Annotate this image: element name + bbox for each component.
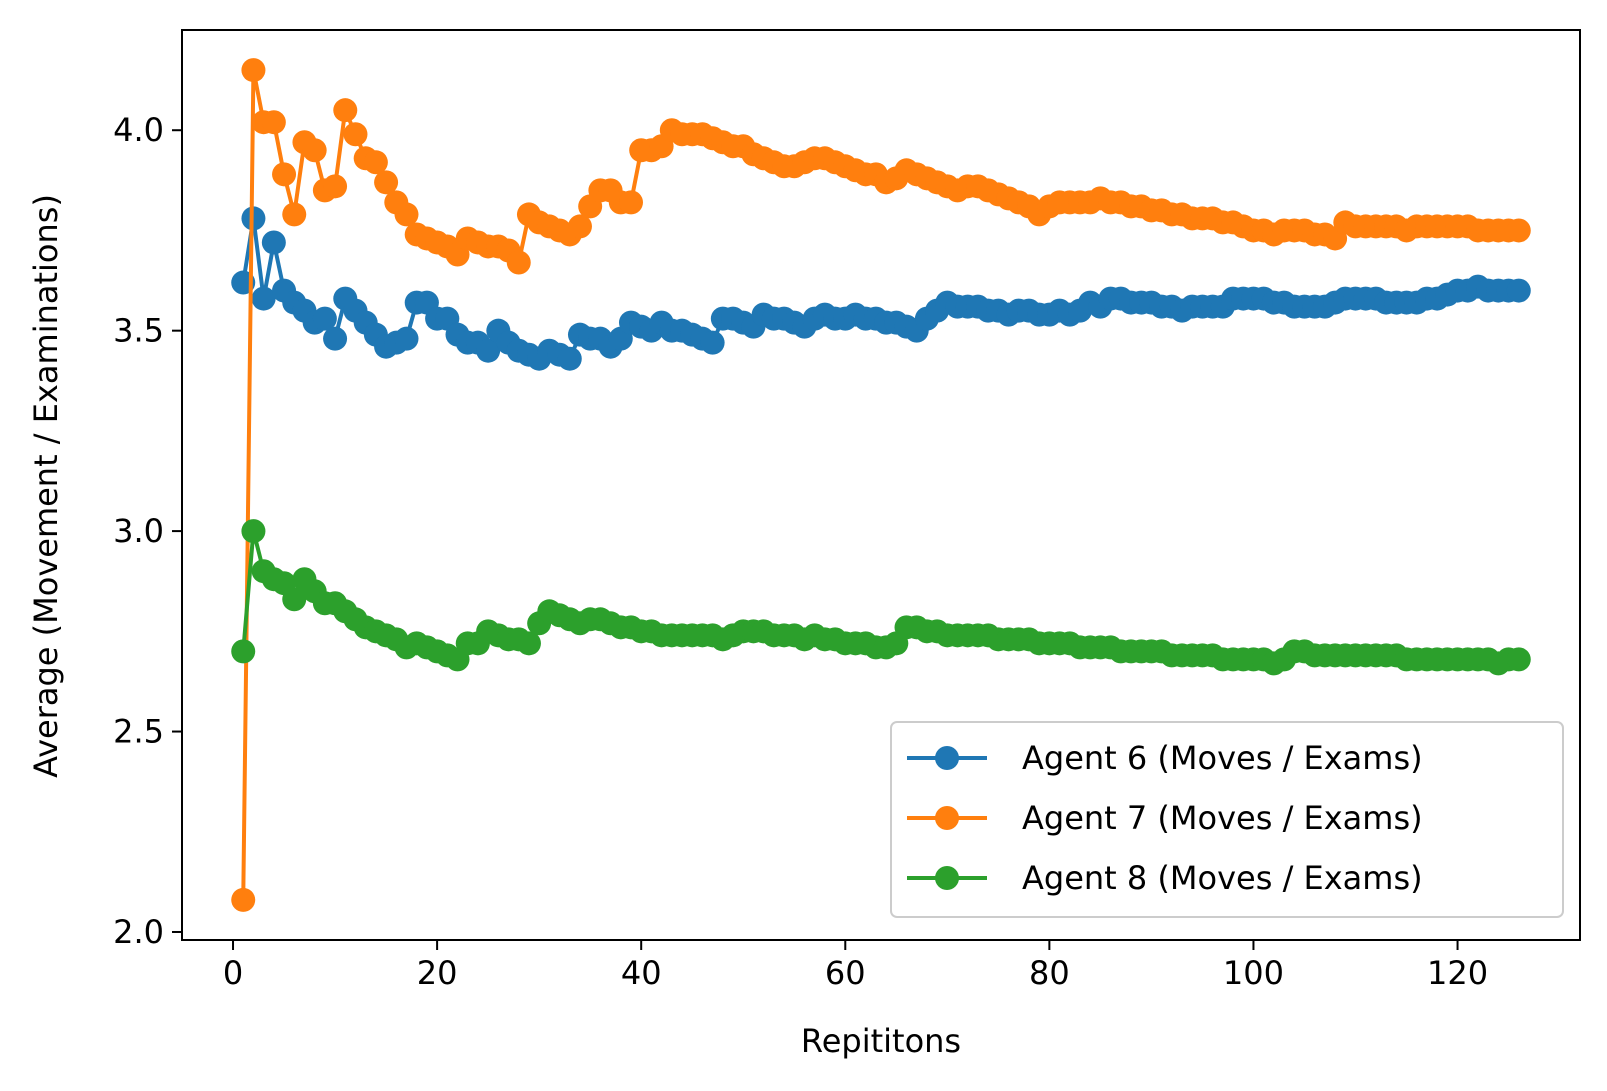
data-point <box>343 122 368 147</box>
data-point <box>567 214 592 239</box>
data-point <box>394 326 419 351</box>
legend-item: Agent 6 (Moves / Exams) <box>907 739 1423 777</box>
data-point <box>282 202 307 227</box>
y-tick-label: 3.5 <box>113 312 164 350</box>
data-point <box>374 170 399 195</box>
data-point <box>476 338 501 363</box>
data-point <box>1506 278 1531 303</box>
y-tick-label: 2.5 <box>113 713 164 751</box>
data-point <box>312 306 337 331</box>
data-point <box>363 150 388 175</box>
series-2 <box>231 58 1531 912</box>
data-point <box>516 631 541 656</box>
x-tick-label: 60 <box>825 954 866 992</box>
data-point <box>618 190 643 215</box>
data-point <box>251 286 276 311</box>
series-layer <box>231 58 1531 912</box>
legend-item: Agent 8 (Moves / Exams) <box>907 859 1423 897</box>
data-point <box>282 587 307 612</box>
legend-label: Agent 7 (Moves / Exams) <box>1022 799 1423 837</box>
data-point <box>231 887 256 912</box>
legend-box <box>890 721 1564 918</box>
x-tick-label: 80 <box>1029 954 1070 992</box>
y-tick-label: 2.0 <box>113 913 164 951</box>
y-axis-label: Average (Movement / Examinations) <box>27 194 65 778</box>
x-tick-label: 100 <box>1223 954 1284 992</box>
data-point <box>506 250 531 275</box>
legend-label: Agent 6 (Moves / Exams) <box>1022 739 1423 777</box>
y-tick-label: 4.0 <box>113 111 164 149</box>
legend-label: Agent 8 (Moves / Exams) <box>1022 859 1423 897</box>
data-point <box>1506 218 1531 243</box>
data-point <box>700 330 725 355</box>
legend-swatch-marker <box>935 806 959 830</box>
x-tick-label: 0 <box>223 954 243 992</box>
y-tick-label: 3.0 <box>113 512 164 550</box>
x-tick-label: 120 <box>1427 954 1488 992</box>
data-point <box>1506 647 1531 672</box>
x-axis-label: Repititons <box>801 1022 961 1060</box>
legend: Agent 6 (Moves / Exams) Agent 7 (Moves / … <box>890 721 1564 918</box>
data-point <box>557 346 582 371</box>
legend-swatch-marker <box>935 746 959 770</box>
x-tick-label: 40 <box>621 954 662 992</box>
legend-item: Agent 7 (Moves / Exams) <box>907 799 1423 837</box>
data-point <box>261 110 286 135</box>
legend-swatch-marker <box>935 866 959 890</box>
data-point <box>231 639 256 664</box>
y-axis: 2.0 2.5 3.0 3.5 4.0 <box>113 111 182 951</box>
data-point <box>302 138 327 163</box>
plot-frame <box>181 29 1581 941</box>
series-3 <box>231 519 1531 676</box>
data-point <box>333 98 358 123</box>
data-point <box>323 326 348 351</box>
series-1 <box>231 206 1531 371</box>
x-axis: 0 20 40 60 80 100 120 <box>223 940 1488 992</box>
data-point <box>394 202 419 227</box>
data-point <box>241 58 266 83</box>
data-point <box>272 162 297 187</box>
data-point <box>323 174 348 199</box>
data-point <box>261 230 286 255</box>
data-point <box>241 519 266 544</box>
x-tick-label: 20 <box>417 954 458 992</box>
